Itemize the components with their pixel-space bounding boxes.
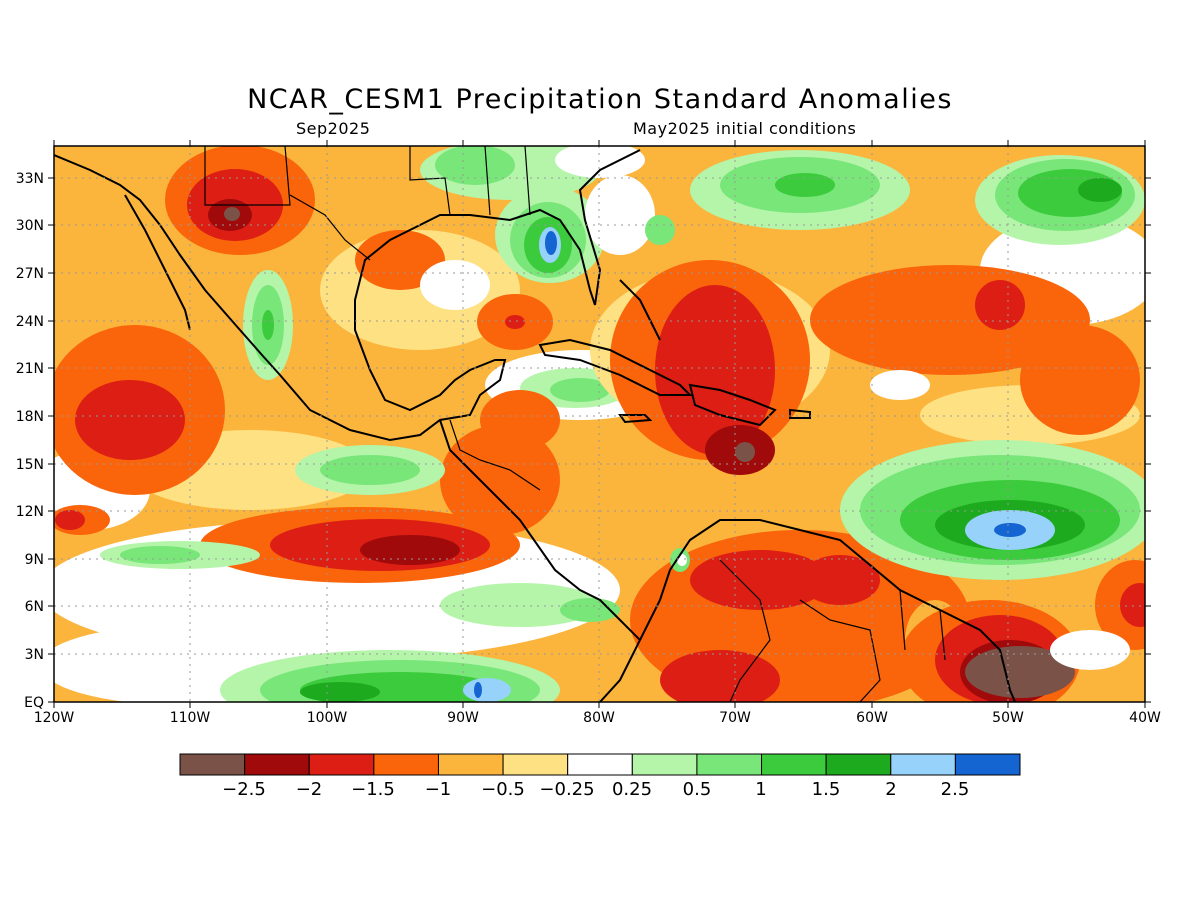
colorbar-swatch [373, 753, 439, 776]
lat-tick-label: 15N [16, 457, 44, 473]
lon-tick-label: 60W [856, 710, 888, 726]
colorbar-swatch [244, 753, 310, 776]
colorbar-label: 0.25 [612, 779, 652, 800]
lon-tick-label: 100W [307, 710, 348, 726]
colorbar-label: 0.5 [683, 779, 712, 800]
colorbar-swatch [696, 753, 763, 776]
lat-tick-label: 24N [16, 314, 44, 330]
colorbar-label: −0.25 [539, 779, 594, 800]
colorbar-label: −2 [296, 779, 323, 800]
colorbar-labels: −2.5 −2 −1.5 −1 −0.5 −0.25 0.25 0.5 1 1.… [222, 779, 969, 800]
lat-tick-label: 3N [25, 647, 44, 663]
colorbar-swatch [825, 753, 892, 776]
lon-tick-label: 90W [447, 710, 479, 726]
colorbar-label: 1.5 [812, 779, 841, 800]
colorbar-swatch [761, 753, 827, 776]
colorbar-swatch [437, 753, 504, 776]
map-title: NCAR_CESM1 Precipitation Standard Anomal… [247, 84, 953, 115]
colorbar-swatch [502, 753, 569, 776]
colorbar-label: −1.5 [351, 779, 395, 800]
colorbar-label: 1 [755, 779, 766, 800]
lon-tick-label: 110W [170, 710, 211, 726]
lat-tick-label: 12N [16, 504, 44, 520]
lon-tick-labels: 120W 110W 100W 90W 80W 70W 60W 50W 40W [34, 710, 1161, 726]
colorbar-swatch [308, 753, 375, 776]
initial-conditions-subtitle: May2025 initial conditions [633, 119, 857, 138]
coastlines [54, 149, 1016, 702]
colorbar-label: −2.5 [222, 779, 266, 800]
lat-tick-labels: EQ 3N 6N 9N 12N 15N 18N 21N 24N 27N 30N … [16, 171, 44, 711]
lat-tick-label: 18N [16, 409, 44, 425]
colorbar-label: 2 [885, 779, 896, 800]
lon-tick-label: 50W [992, 710, 1024, 726]
lon-tick-label: 40W [1129, 710, 1161, 726]
graticule [54, 146, 1145, 702]
axis-ticks [48, 140, 1151, 708]
lon-tick-label: 70W [719, 710, 751, 726]
lon-tick-label: 120W [34, 710, 75, 726]
lat-tick-label: 9N [25, 552, 44, 568]
lon-tick-label: 80W [583, 710, 615, 726]
colorbar-swatch [890, 753, 956, 776]
colorbar-swatch [631, 753, 698, 776]
lat-tick-label: 6N [25, 599, 44, 615]
anomaly-field [54, 146, 1145, 702]
lat-tick-label: 21N [16, 361, 44, 377]
lat-tick-label: 30N [16, 218, 44, 234]
colorbar-label: 2.5 [941, 779, 970, 800]
colorbar-swatch [179, 753, 246, 776]
lat-tick-label: 27N [16, 266, 44, 282]
forecast-month-subtitle: Sep2025 [296, 119, 371, 138]
colorbar [179, 753, 1021, 776]
borders [204, 146, 946, 702]
colorbar-swatch [954, 753, 1021, 776]
colorbar-label: −0.5 [481, 779, 525, 800]
colorbar-swatch [567, 753, 633, 776]
lat-tick-label: 33N [16, 171, 44, 187]
lat-tick-label: EQ [24, 695, 44, 711]
colorbar-label: −1 [425, 779, 452, 800]
